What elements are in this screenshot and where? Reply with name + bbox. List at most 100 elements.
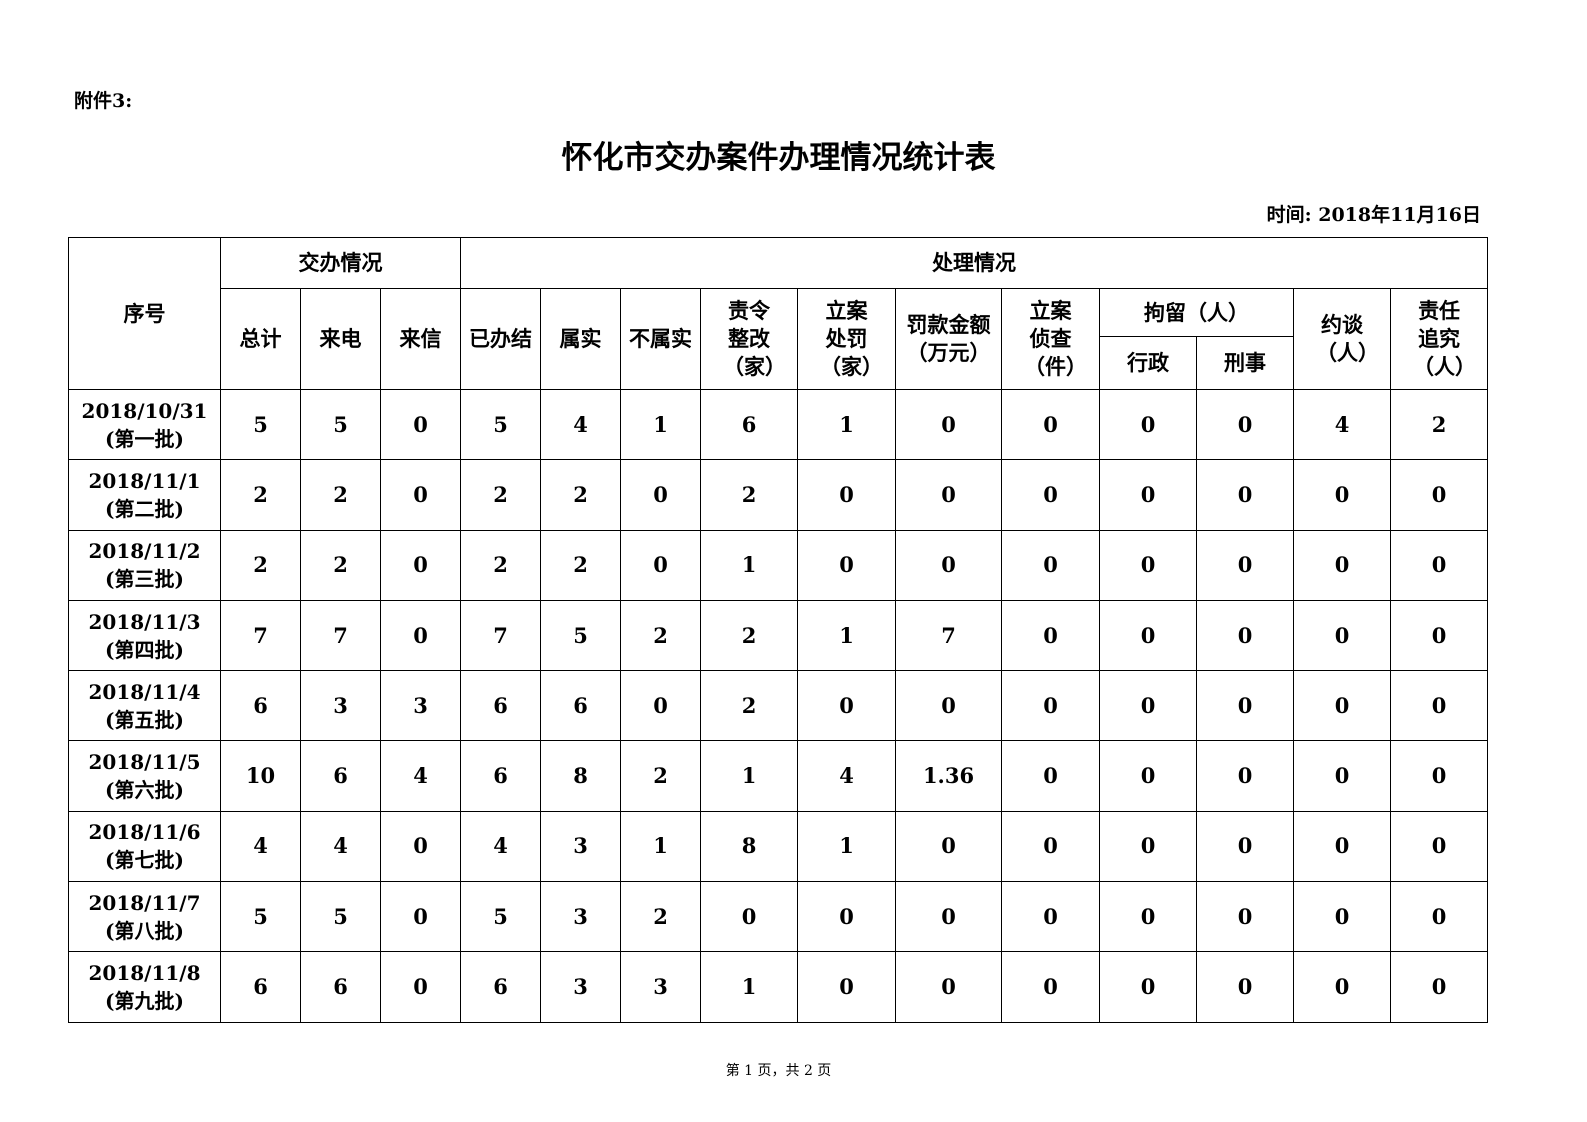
header-total: 总计 (220, 288, 301, 390)
cell-value: 6 (700, 388, 799, 461)
table-row: 2018/11/4 (第五批) 6 3 3 6 6 0 2 0 0 0 0 0 0 0 (68, 670, 1489, 742)
cell-value: 2 (620, 740, 702, 812)
cell-value: 0 (797, 529, 897, 601)
cell-value: 0 (1390, 881, 1489, 953)
header-false: 不属实 (620, 288, 702, 390)
cell-value: 5 (220, 881, 301, 953)
cell-value: 0 (1390, 670, 1489, 742)
cell-value: 8 (700, 810, 799, 883)
cell-value: 1 (620, 810, 702, 883)
cell-value: 1 (797, 599, 897, 672)
cell-value: 4 (379, 740, 462, 812)
cell-value: 1 (797, 388, 897, 461)
cell-value: 6 (220, 951, 301, 1023)
cell-value: 0 (1099, 740, 1198, 812)
header-penalty: 立案处罚（家） (797, 288, 897, 390)
cell-value: 6 (460, 670, 542, 742)
row-batch: (第八批) (105, 918, 184, 943)
cell-value: 3 (540, 881, 622, 953)
cell-value: 0 (1196, 810, 1295, 883)
cell-value: 0 (1001, 459, 1101, 531)
cell-value: 7 (895, 599, 1003, 672)
cell-value: 0 (379, 388, 462, 461)
cell-value: 0 (1390, 810, 1489, 883)
cell-value: 6 (460, 951, 542, 1023)
cell-value: 0 (620, 529, 702, 601)
header-assigned: 交办情况 (219, 237, 462, 289)
cell-value: 5 (300, 388, 381, 461)
row-seq: 2018/11/8 (第九批) (68, 951, 221, 1023)
row-batch: (第四批) (105, 637, 184, 662)
cell-value: 4 (460, 810, 542, 883)
header-investigate: 立案侦查（件） (1001, 288, 1101, 390)
cell-value: 0 (379, 599, 462, 672)
cell-value: 0 (1390, 740, 1489, 812)
row-date: 2018/11/6 (88, 820, 201, 845)
cell-value: 0 (1196, 529, 1295, 601)
header-seq: 序号 (68, 237, 221, 390)
cell-value: 6 (300, 740, 381, 812)
cell-value: 8 (540, 740, 622, 812)
cell-value: 3 (540, 810, 622, 883)
row-date: 2018/10/31 (81, 398, 208, 423)
report-date: 时间: 2018年11月16日 (1266, 204, 1481, 226)
table-row: 2018/11/3 (第四批) 7 7 0 7 5 2 2 1 7 0 0 0 0 0 (68, 599, 1489, 672)
cell-value: 0 (1390, 529, 1489, 601)
row-seq: 2018/11/6 (第七批) (68, 810, 221, 883)
cell-value: 0 (1293, 810, 1392, 883)
row-date: 2018/11/8 (88, 961, 201, 986)
statistics-table: 序号 交办情况 处理情况 总计 来电 来信 已办结 属实 不属实 责令整改（家）… (68, 237, 1489, 1023)
cell-value: 0 (895, 810, 1003, 883)
table-row: 2018/11/6 (第七批) 4 4 0 4 3 1 8 1 0 0 0 0 0 0 (68, 810, 1489, 883)
cell-value: 4 (797, 740, 897, 812)
cell-value: 0 (379, 881, 462, 953)
cell-value: 0 (1196, 740, 1295, 812)
cell-value: 0 (895, 388, 1003, 461)
cell-value: 3 (540, 951, 622, 1023)
row-date: 2018/11/2 (88, 539, 201, 564)
cell-value: 2 (220, 529, 301, 601)
header-detain: 拘留（人） (1099, 288, 1295, 337)
annex-label: 附件3: (74, 90, 133, 112)
cell-value: 2 (700, 670, 799, 742)
cell-value: 6 (460, 740, 542, 812)
cell-value: 3 (379, 670, 462, 742)
cell-value: 7 (220, 599, 301, 672)
cell-value: 0 (1293, 951, 1392, 1023)
row-batch: (第九批) (105, 989, 184, 1014)
cell-value: 7 (300, 599, 381, 672)
cell-value: 0 (620, 670, 702, 742)
cell-value: 0 (1099, 599, 1198, 672)
cell-value: 4 (300, 810, 381, 883)
cell-value: 0 (1293, 740, 1392, 812)
row-seq: 2018/11/3 (第四批) (68, 599, 221, 672)
table-row: 2018/11/2 (第三批) 2 2 0 2 2 0 1 0 0 0 0 0 0 0 (68, 529, 1489, 601)
cell-value: 3 (620, 951, 702, 1023)
cell-value: 0 (1001, 670, 1101, 742)
header-letter: 来信 (379, 288, 462, 390)
page-footer: 第 1 页，共 2 页 (725, 1063, 832, 1079)
cell-value: 0 (895, 951, 1003, 1023)
cell-value: 0 (1390, 459, 1489, 531)
row-date: 2018/11/4 (88, 679, 201, 704)
cell-value: 0 (797, 881, 897, 953)
cell-value: 0 (1196, 951, 1295, 1023)
cell-value: 0 (379, 810, 462, 883)
header-rectify: 责令整改（家） (700, 288, 799, 390)
cell-value: 10 (220, 740, 301, 812)
cell-value: 2 (620, 881, 702, 953)
cell-value: 2 (700, 459, 799, 531)
cell-value: 5 (460, 388, 542, 461)
row-seq: 2018/11/4 (第五批) (68, 670, 221, 742)
table-row: 2018/11/7 (第八批) 5 5 0 5 3 2 0 0 0 0 0 0 0 0 (68, 881, 1489, 953)
cell-value: 0 (895, 459, 1003, 531)
header-phone: 来电 (300, 288, 381, 390)
cell-value: 0 (379, 459, 462, 531)
cell-value: 0 (895, 670, 1003, 742)
header-true: 属实 (540, 288, 622, 390)
row-batch: (第七批) (105, 848, 184, 873)
cell-value: 1 (700, 740, 799, 812)
cell-value: 6 (540, 670, 622, 742)
cell-value: 0 (1196, 388, 1295, 461)
cell-value: 0 (620, 459, 702, 531)
